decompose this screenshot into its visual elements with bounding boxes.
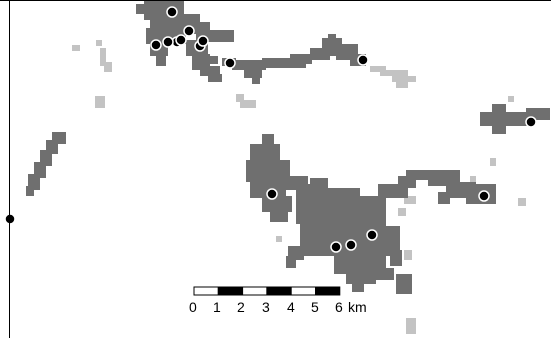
light-area	[100, 48, 106, 66]
dark-area	[384, 226, 400, 256]
scale-tick-1: 1	[213, 299, 221, 315]
site-marker	[330, 241, 342, 253]
light-area	[404, 250, 412, 260]
scale-bar-segment	[217, 286, 244, 296]
scale-bar-segment	[266, 286, 292, 296]
site-marker	[183, 25, 195, 37]
dark-area	[352, 282, 364, 292]
scale-bar-segment	[315, 286, 341, 296]
dark-area	[136, 4, 146, 14]
dark-area	[296, 204, 320, 224]
light-area	[398, 208, 406, 216]
dark-area	[208, 74, 222, 82]
dark-area	[290, 54, 312, 64]
site-marker	[166, 6, 178, 18]
dark-area	[310, 178, 328, 190]
dark-area	[492, 104, 506, 134]
scale-tick-0: 0	[189, 299, 197, 315]
dark-area	[250, 144, 280, 164]
dark-area	[262, 58, 306, 68]
dark-area	[26, 186, 34, 196]
map-frame-top	[0, 0, 551, 1]
site-marker	[345, 239, 357, 251]
light-area	[490, 158, 496, 166]
site-marker	[224, 57, 236, 69]
dark-area	[300, 238, 330, 256]
dark-area	[156, 54, 166, 66]
light-area	[370, 66, 386, 72]
light-area	[392, 76, 416, 82]
light-area	[104, 62, 112, 72]
site-marker	[478, 190, 490, 202]
dark-area	[246, 160, 290, 182]
dark-area	[252, 76, 260, 84]
scale-tick-3: 3	[262, 299, 270, 315]
scale-tick-2: 2	[237, 299, 245, 315]
dark-area	[372, 200, 384, 214]
site-marker	[266, 188, 278, 200]
site-markers	[4, 6, 537, 253]
dark-area	[328, 34, 336, 40]
light-area	[276, 236, 282, 242]
scale-tick-5: 5	[311, 299, 319, 315]
scale-tick-6: 6	[335, 299, 343, 315]
dark-area	[396, 274, 412, 294]
dark-area	[406, 170, 432, 180]
dark-area	[210, 56, 218, 64]
light-area	[406, 318, 416, 334]
site-marker	[150, 39, 162, 51]
light-area	[380, 70, 408, 76]
dark-area	[270, 208, 288, 222]
dark-area	[200, 66, 220, 76]
scale-bar: 0 1 2 3 4 5 6 km	[189, 286, 367, 315]
site-marker	[525, 116, 537, 128]
site-marker	[366, 229, 378, 241]
site-marker	[162, 36, 174, 48]
site-marker	[197, 35, 209, 47]
dark-area	[286, 256, 296, 268]
map-frame-left	[9, 0, 10, 338]
dark-area	[372, 268, 394, 280]
light-area	[396, 82, 408, 88]
dark-area	[390, 250, 402, 266]
light-area	[95, 96, 105, 108]
site-marker	[175, 34, 187, 46]
light-area	[240, 100, 256, 108]
dark-area	[500, 112, 532, 126]
scale-bar-segment	[193, 286, 219, 296]
light-area	[508, 96, 514, 102]
site-marker	[357, 54, 369, 66]
scale-bar-segment	[242, 286, 268, 296]
light-area	[96, 40, 102, 46]
scale-tick-4: 4	[287, 299, 295, 315]
light-area	[404, 196, 416, 204]
light-area	[236, 94, 244, 102]
dark-area	[232, 60, 266, 70]
scale-unit: km	[348, 299, 367, 315]
scale-bar-segment	[290, 286, 317, 296]
scale-bar-segments	[193, 286, 341, 296]
light-area	[518, 198, 526, 206]
light-area	[470, 176, 476, 182]
dark-area	[346, 270, 376, 284]
dark-area	[438, 192, 450, 204]
dark-area	[244, 68, 262, 78]
light-area	[72, 45, 80, 51]
